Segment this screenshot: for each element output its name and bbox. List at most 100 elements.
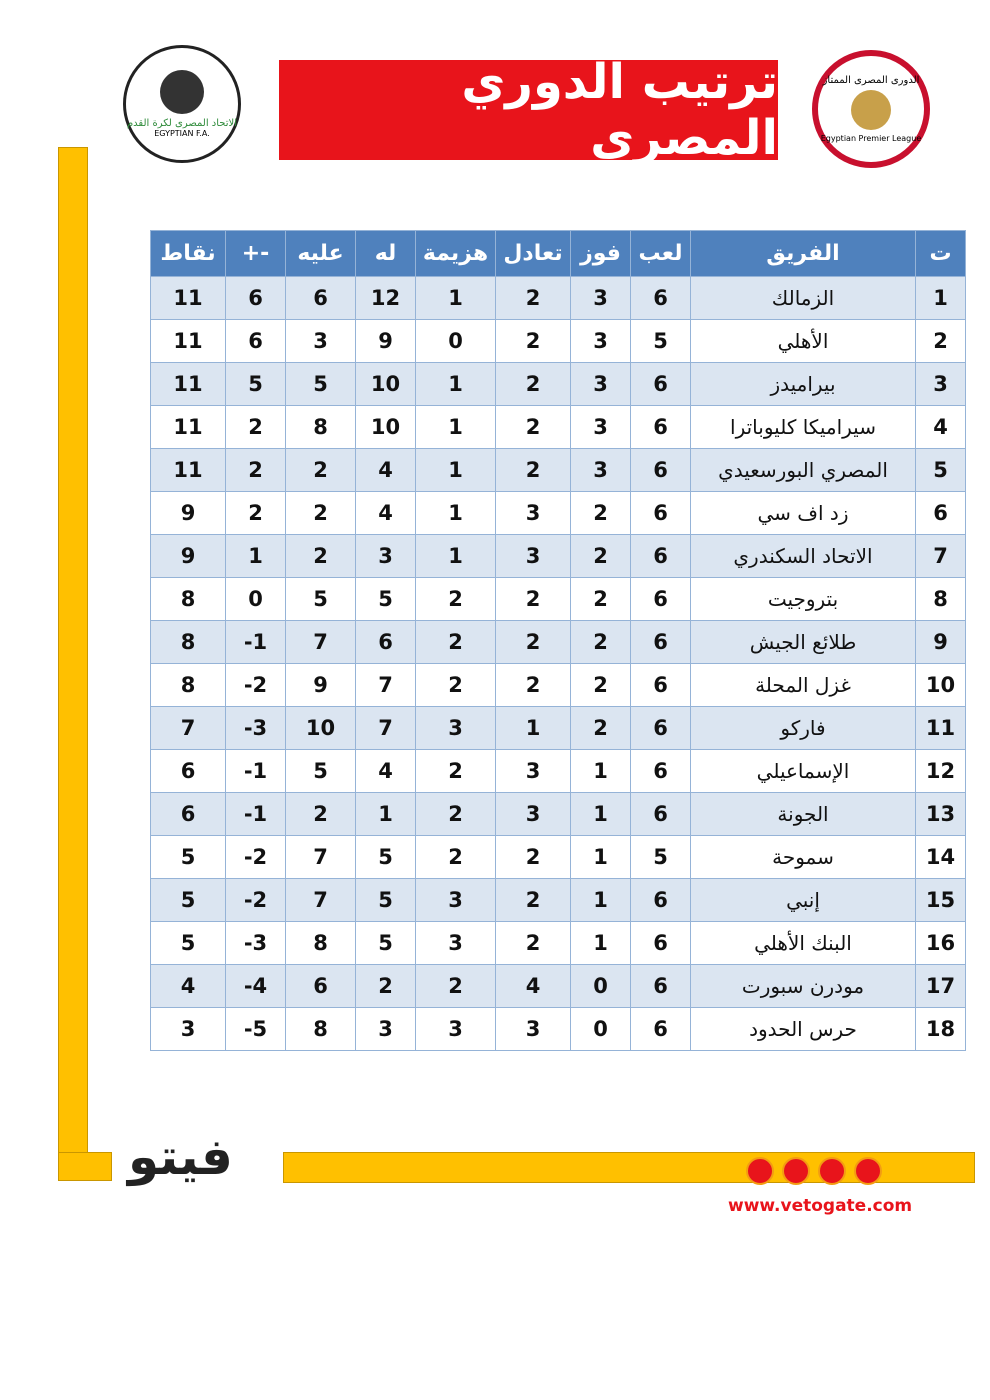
stat-cell: 6	[915, 491, 966, 535]
table-row: 16 البنك الأهلي 6 1 2 3 5 8 -3 5	[150, 921, 966, 965]
stat-cell: 6	[630, 878, 691, 922]
table-body: 1 الزمالك 6 3 2 1 12 6 6 11 2 الأهلي 5 3 2 0 9 3 6 11 3 بيرام…	[150, 276, 966, 1051]
stat-cell: -3	[225, 921, 286, 965]
stat-cell: 3	[495, 792, 571, 836]
stat-cell: 18	[915, 1007, 966, 1051]
stat-cell: 2	[570, 620, 631, 664]
stat-cell: 3	[355, 1007, 416, 1051]
stat-cell: 3	[570, 276, 631, 320]
table-row: 7 الاتحاد السكندري 6 2 3 1 3 2 1 9	[150, 534, 966, 578]
team-cell: المصري البورسعيدي	[690, 448, 916, 492]
stat-cell: 6	[630, 663, 691, 707]
stat-cell: 2	[570, 706, 631, 750]
team-cell: سموحة	[690, 835, 916, 879]
team-cell: طلائع الجيش	[690, 620, 916, 664]
stat-cell: 6	[630, 534, 691, 578]
stat-cell: 2	[415, 964, 496, 1008]
stat-cell: 6	[150, 749, 226, 793]
stat-cell: 4	[915, 405, 966, 449]
stat-cell: 5	[150, 921, 226, 965]
social-icons	[746, 1157, 882, 1185]
column-header: لعب	[630, 230, 691, 277]
team-cell: الجونة	[690, 792, 916, 836]
table-row: 12 الإسماعيلي 6 1 3 2 4 5 -1 6	[150, 749, 966, 793]
stat-cell: 15	[915, 878, 966, 922]
table-row: 11 فاركو 6 2 1 3 7 10 -3 7	[150, 706, 966, 750]
stat-cell: 6	[630, 964, 691, 1008]
stat-cell: 7	[915, 534, 966, 578]
stat-cell: 3	[570, 362, 631, 406]
stat-cell: 6	[630, 706, 691, 750]
instagram-icon[interactable]	[746, 1157, 774, 1185]
stat-cell: 10	[285, 706, 356, 750]
ball-icon	[160, 70, 204, 114]
stat-cell: 2	[495, 921, 571, 965]
stat-cell: 3	[570, 448, 631, 492]
stat-cell: 2	[570, 663, 631, 707]
stat-cell: -3	[225, 706, 286, 750]
team-cell: الأهلي	[690, 319, 916, 363]
stat-cell: 11	[150, 362, 226, 406]
table-row: 5 المصري البورسعيدي 6 3 2 1 4 2 2 11	[150, 448, 966, 492]
stat-cell: 3	[495, 491, 571, 535]
facebook-icon[interactable]	[782, 1157, 810, 1185]
stat-cell: 6	[150, 792, 226, 836]
stat-cell: 8	[285, 1007, 356, 1051]
stat-cell: 1	[570, 749, 631, 793]
table-row: 18 حرس الحدود 6 0 3 3 3 8 -5 3	[150, 1007, 966, 1051]
stat-cell: 1	[415, 362, 496, 406]
logo-english: EGYPTIAN F.A.	[154, 129, 210, 138]
stat-cell: 1	[915, 276, 966, 320]
column-header: هزيمة	[415, 230, 496, 277]
stat-cell: 2	[495, 577, 571, 621]
stat-cell: 6	[225, 319, 286, 363]
stat-cell: 5	[630, 835, 691, 879]
stat-cell: 0	[415, 319, 496, 363]
title-banner: ترتيب الدوري المصري	[279, 54, 778, 166]
stat-cell: 2	[570, 534, 631, 578]
stat-cell: 9	[150, 534, 226, 578]
stat-cell: 10	[355, 405, 416, 449]
frame-bar	[58, 147, 88, 1181]
stat-cell: 6	[225, 276, 286, 320]
stat-cell: 3	[355, 534, 416, 578]
column-header: ت	[915, 230, 966, 277]
stat-cell: 12	[915, 749, 966, 793]
logo-english: Egyptian Premier League	[820, 134, 922, 143]
stat-cell: 2	[285, 792, 356, 836]
table-row: 15 إنبي 6 1 2 3 5 7 -2 5	[150, 878, 966, 922]
stat-cell: 2	[225, 405, 286, 449]
stat-cell: 4	[355, 491, 416, 535]
url[interactable]: www.vetogate.com	[728, 1196, 913, 1216]
table-row: 3 بيراميدز 6 3 2 1 10 5 5 11	[150, 362, 966, 406]
stat-cell: 2	[570, 491, 631, 535]
table-row: 14 سموحة 5 1 2 2 5 7 -2 5	[150, 835, 966, 879]
stat-cell: 4	[495, 964, 571, 1008]
stat-cell: 1	[415, 405, 496, 449]
stat-cell: 7	[285, 835, 356, 879]
table-row: 9 طلائع الجيش 6 2 2 2 6 7 -1 8	[150, 620, 966, 664]
whatsapp-icon[interactable]	[854, 1157, 882, 1185]
stat-cell: 7	[285, 620, 356, 664]
team-cell: غزل المحلة	[690, 663, 916, 707]
stat-cell: 3	[495, 1007, 571, 1051]
stat-cell: 1	[355, 792, 416, 836]
column-header: +-	[225, 230, 286, 277]
column-header: فوز	[570, 230, 631, 277]
stat-cell: 0	[570, 964, 631, 1008]
stat-cell: 12	[355, 276, 416, 320]
stat-cell: 6	[630, 276, 691, 320]
twitter-icon[interactable]	[818, 1157, 846, 1185]
team-cell: الاتحاد السكندري	[690, 534, 916, 578]
stat-cell: 5	[285, 362, 356, 406]
title: ترتيب الدوري المصري	[461, 54, 778, 166]
stat-cell: -2	[225, 663, 286, 707]
team-cell: الزمالك	[690, 276, 916, 320]
stat-cell: 2	[495, 319, 571, 363]
table-row: 8 بتروجيت 6 2 2 2 5 5 0 8	[150, 577, 966, 621]
stat-cell: 2	[225, 491, 286, 535]
stat-cell: 2	[415, 835, 496, 879]
stat-cell: 11	[150, 319, 226, 363]
column-header: نقاط	[150, 230, 226, 277]
